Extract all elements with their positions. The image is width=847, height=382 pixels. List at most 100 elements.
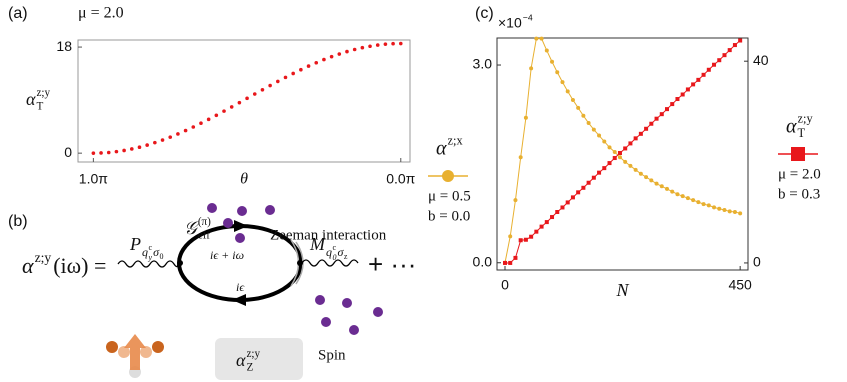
point: [539, 36, 544, 41]
point: [560, 80, 565, 85]
point: [607, 145, 612, 150]
point: [696, 77, 701, 82]
point: [502, 260, 507, 265]
panel-label: (a): [8, 5, 28, 22]
legend-label-sup: z;y: [798, 111, 814, 125]
point: [276, 79, 280, 84]
point: [628, 163, 633, 168]
point: [245, 96, 249, 101]
point: [268, 83, 272, 88]
point: [675, 192, 680, 197]
point: [680, 92, 685, 97]
legend-label: α: [436, 138, 447, 160]
point: [722, 208, 727, 213]
upper-energy: iϵ + iω: [210, 248, 244, 262]
point: [91, 151, 96, 155]
plot-frame: [496, 37, 749, 271]
point: [168, 135, 173, 139]
point: [612, 156, 617, 161]
propagator: 𝒢: [184, 218, 200, 238]
point: [691, 82, 696, 87]
y-axis-label-sub: T: [36, 100, 43, 112]
point: [145, 143, 149, 147]
point: [712, 62, 717, 67]
x-tick-label: 0: [501, 277, 509, 293]
chart-title: μ = 2.0: [78, 5, 124, 22]
legend-label-sub: T: [798, 126, 806, 140]
point: [628, 141, 633, 146]
continuation: + ···: [368, 249, 416, 279]
propagator-sub: eff: [198, 229, 210, 241]
point: [544, 220, 549, 225]
point: [591, 175, 596, 180]
wavy-line: [117, 260, 179, 268]
m-vertex: M: [309, 234, 326, 254]
point: [99, 151, 103, 155]
legend-param: b = 0.3: [778, 186, 820, 202]
m-vertex-sub-sup: c: [333, 243, 337, 252]
y-tick-label: 0.0: [473, 253, 493, 269]
point: [206, 117, 211, 122]
legend-param: μ = 2.0: [778, 166, 821, 182]
point: [550, 59, 555, 64]
point: [732, 210, 737, 214]
p-vertex-sub2: σ: [153, 245, 160, 259]
alpha-z-sup: z;y: [246, 348, 260, 360]
point: [602, 166, 607, 171]
point: [199, 121, 203, 126]
point: [722, 53, 727, 58]
charge-icon: [106, 334, 164, 378]
point: [696, 200, 701, 205]
point: [237, 100, 242, 105]
lhs-sup: z;y: [35, 250, 52, 265]
spin-dots: [315, 295, 383, 335]
point: [523, 237, 528, 242]
point: [368, 44, 372, 49]
point: [160, 138, 165, 142]
legend-param: b = 0.0: [428, 208, 470, 224]
alpha-z-sub: Z: [246, 361, 253, 373]
m-vertex-sub-sub: 0: [333, 253, 337, 262]
p-vertex-sub-sup: c: [149, 243, 153, 252]
point: [398, 41, 403, 46]
m-vertex-sub: q: [326, 245, 332, 259]
point: [391, 41, 395, 46]
point: [375, 43, 380, 47]
y2-tick-label: 40: [753, 52, 769, 68]
y-tick-label: 0: [64, 144, 72, 160]
point: [283, 75, 288, 80]
point: [727, 48, 732, 53]
point: [352, 47, 357, 52]
zeeman-dots: [207, 203, 275, 243]
point: [591, 127, 596, 132]
arrow: [234, 220, 248, 232]
panel-label: (c): [475, 5, 494, 22]
point: [644, 175, 649, 180]
wavy-line: [301, 259, 359, 267]
point: [229, 105, 234, 109]
point: [518, 155, 523, 160]
point: [252, 92, 257, 96]
vertex: [297, 260, 303, 266]
series-line: [504, 38, 741, 263]
plot-frame: [77, 39, 411, 163]
point: [183, 128, 188, 133]
point: [602, 139, 607, 144]
point: [617, 155, 622, 160]
point: [153, 140, 157, 145]
lhs: α: [22, 253, 34, 278]
p-vertex-sub-sub: y: [148, 253, 153, 262]
point: [555, 210, 560, 214]
point: [345, 49, 349, 54]
point: [659, 112, 664, 117]
point: [114, 149, 119, 154]
point: [539, 224, 544, 229]
x-tick-label: 1.0π: [79, 171, 108, 187]
point: [565, 200, 570, 205]
point: [670, 189, 675, 194]
legend-swatch: [442, 170, 454, 182]
point: [508, 234, 513, 239]
point: [576, 105, 581, 110]
point: [633, 167, 638, 172]
